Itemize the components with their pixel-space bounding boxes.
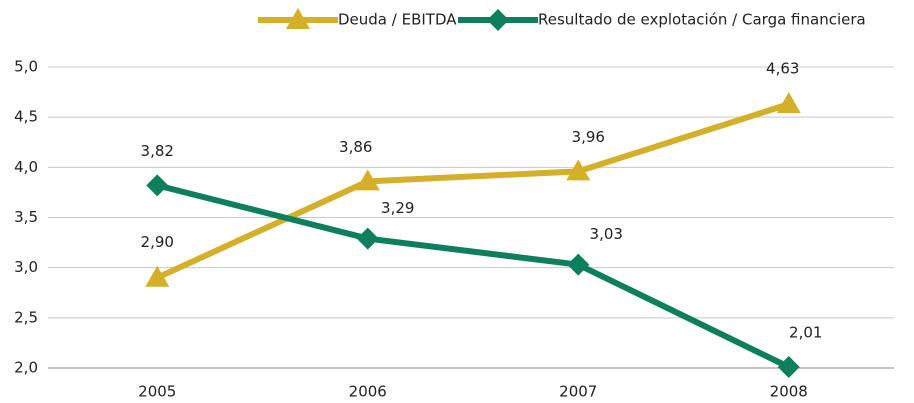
- legend-label: Deuda / EBITDA: [338, 11, 457, 29]
- marker: [146, 174, 169, 197]
- marker: [776, 92, 801, 114]
- value-label: 2,90: [141, 233, 174, 251]
- line: [156, 182, 791, 370]
- legend-label: Resultado de explotación / Carga financi…: [538, 11, 866, 29]
- marker: [145, 265, 170, 287]
- value-label: 3,82: [141, 142, 174, 160]
- value-label: 3,03: [590, 225, 623, 243]
- y-tick-label: 4,5: [14, 108, 38, 126]
- value-label: 3,86: [339, 138, 372, 156]
- y-tick-label: 2,5: [14, 308, 38, 326]
- x-tick-label: 2008: [770, 383, 808, 401]
- y-tick-label: 5,0: [14, 58, 38, 76]
- marker: [777, 355, 800, 378]
- value-label: 3,96: [572, 128, 605, 146]
- legend-marker: [286, 8, 310, 29]
- y-tick-label: 4,0: [14, 158, 38, 176]
- x-tick-label: 2005: [138, 383, 176, 401]
- x-tick-label: 2007: [559, 383, 597, 401]
- value-label: 4,63: [766, 60, 799, 78]
- legend-marker: [487, 9, 509, 31]
- marker: [566, 159, 591, 181]
- marker: [356, 227, 379, 250]
- x-tick-label: 2006: [349, 383, 387, 401]
- marker: [355, 169, 380, 191]
- marker: [567, 253, 590, 276]
- y-tick-label: 2,0: [14, 359, 38, 377]
- value-label: 3,29: [381, 199, 414, 217]
- line: [156, 101, 790, 281]
- value-label: 2,01: [789, 323, 822, 341]
- y-tick-label: 3,0: [14, 258, 38, 276]
- y-tick-label: 3,5: [14, 208, 38, 226]
